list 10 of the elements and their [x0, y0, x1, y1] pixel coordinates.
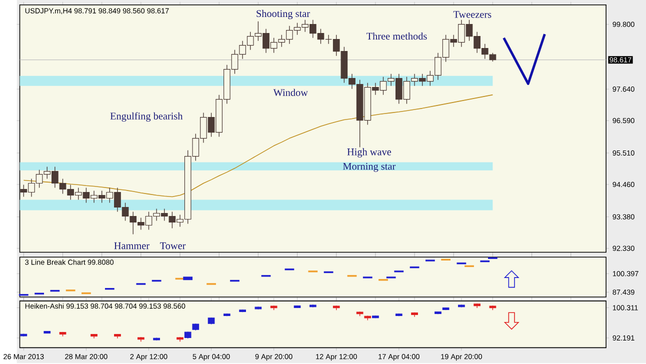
- annotation: Tweezers: [453, 11, 492, 18]
- annotation: Morning star: [343, 162, 396, 172]
- annotation: Window: [273, 88, 308, 96]
- annotation: Shooting star: [256, 10, 310, 20]
- annotation: High wave: [347, 148, 392, 158]
- annotation: Hammer: [114, 242, 150, 250]
- bar: [183, 276, 193, 280]
- annotation: Tower: [160, 242, 186, 250]
- annotation: Three methods: [366, 32, 427, 40]
- annotation: Engulfing bearish: [110, 112, 183, 122]
